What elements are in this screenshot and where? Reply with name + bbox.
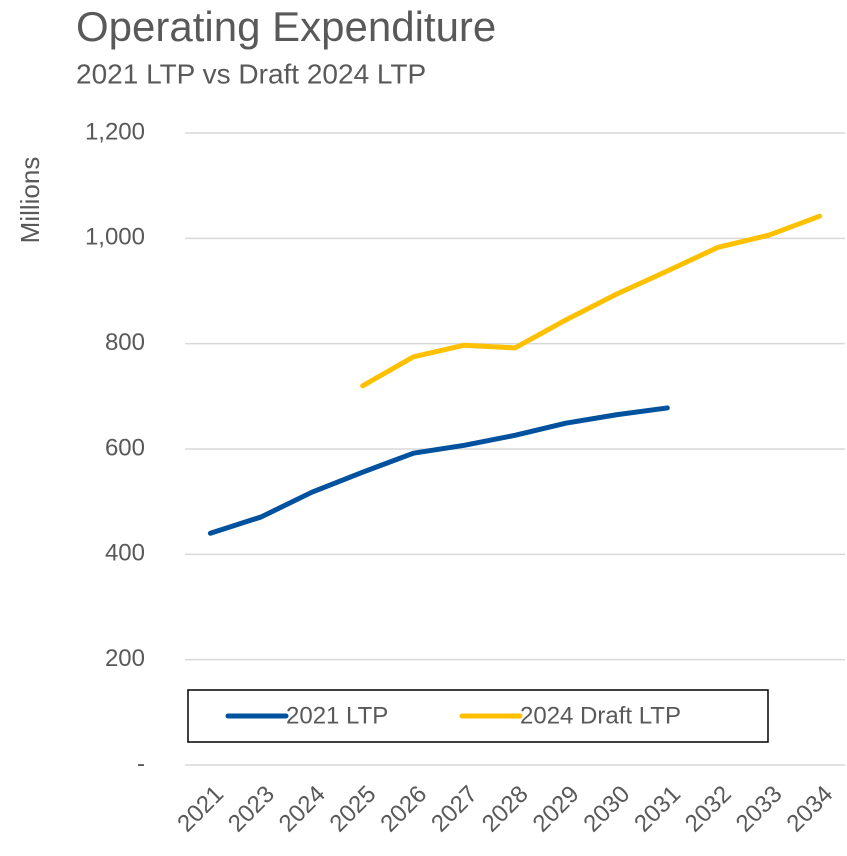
x-tick-label: 2031 <box>629 781 686 838</box>
y-tick-label: 800 <box>105 329 145 356</box>
x-tick-label: 2024 <box>274 781 331 838</box>
line-series <box>360 213 823 389</box>
y-tick-label: 1,200 <box>85 118 145 145</box>
x-tick-label: 2030 <box>578 781 635 838</box>
x-tick-label: 2025 <box>325 781 382 838</box>
x-tick-label: 2029 <box>528 781 585 838</box>
x-tick-label: 2034 <box>781 781 838 838</box>
x-tick-label: 2033 <box>731 781 788 838</box>
x-tick-label: 2032 <box>680 781 737 838</box>
y-tick-label: 400 <box>105 540 145 567</box>
y-tick-label: 200 <box>105 645 145 672</box>
y-tick-label: 600 <box>105 434 145 461</box>
x-tick-label: 2028 <box>477 781 534 838</box>
line-series <box>207 405 670 536</box>
x-tick-label: 2026 <box>375 781 432 838</box>
x-tick-label: 2027 <box>426 781 483 838</box>
x-tick-label: 2023 <box>223 781 280 838</box>
legend-label: 2024 Draft LTP <box>520 702 681 729</box>
chart-title: Operating Expenditure <box>76 3 496 50</box>
chart-subtitle: 2021 LTP vs Draft 2024 LTP <box>76 58 426 89</box>
y-axis-label: Millions <box>15 157 45 244</box>
y-tick-label: 1,000 <box>85 224 145 251</box>
x-tick-label: 2021 <box>172 781 229 838</box>
y-tick-label: - <box>137 750 145 777</box>
legend-label: 2021 LTP <box>286 702 388 729</box>
